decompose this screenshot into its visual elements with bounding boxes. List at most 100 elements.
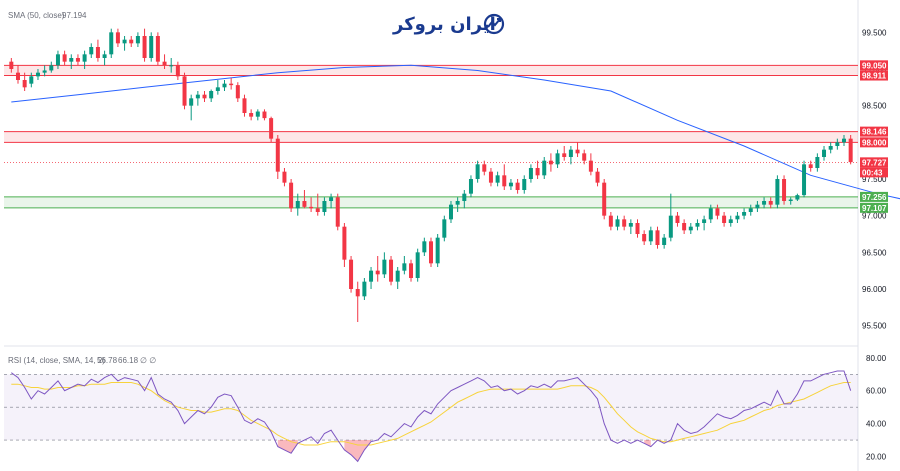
candle-body — [442, 219, 447, 238]
price-tag[interactable]: 99.050 — [860, 60, 888, 70]
candle-body — [175, 65, 180, 77]
candle-body — [15, 72, 20, 80]
candle-body — [282, 171, 287, 183]
rsi-label[interactable]: RSI (14, close, SMA, 14, 2) — [8, 356, 105, 365]
candle-body — [562, 153, 567, 157]
candle-body — [375, 270, 380, 275]
candle-body — [628, 223, 633, 227]
candle-body — [582, 153, 587, 161]
candle-body — [555, 153, 560, 165]
candle-body — [815, 157, 820, 168]
candle-body — [382, 259, 387, 275]
candle-body — [568, 149, 573, 157]
candle-body — [588, 160, 593, 172]
candle-body — [35, 72, 40, 77]
price-tick-label: 96.500 — [862, 248, 887, 257]
candle-body — [608, 215, 613, 227]
candle-body — [848, 138, 853, 163]
candle-body — [149, 36, 154, 58]
candle-body — [135, 36, 140, 44]
candle-body — [195, 94, 200, 99]
candle-body — [735, 215, 740, 220]
candle-body — [595, 171, 600, 183]
sma-layer — [11, 64, 900, 200]
price-tag[interactable]: 98.000 — [860, 137, 888, 148]
grid-layer — [4, 0, 859, 471]
candle-body — [415, 252, 420, 278]
candle-body — [542, 160, 547, 176]
candle-body — [642, 234, 647, 242]
candle-body — [662, 237, 667, 245]
zone-band — [4, 131, 858, 143]
candle-body — [395, 270, 400, 282]
candle-body — [249, 113, 254, 117]
candle-body — [635, 223, 640, 234]
candle-body — [455, 201, 460, 205]
candle-body — [668, 215, 673, 238]
candle-body — [429, 241, 433, 264]
candle-body — [422, 241, 427, 253]
candle-body — [695, 223, 700, 227]
candle-body — [502, 175, 507, 187]
candle-body — [102, 54, 107, 58]
sma-line — [11, 64, 900, 200]
logo-text: ایران بروکر — [392, 14, 496, 35]
candle-body — [342, 226, 347, 260]
candle-body — [142, 36, 147, 58]
main-indicator-label[interactable]: SMA (50, close) — [8, 11, 65, 20]
rsi-sma-line — [11, 382, 851, 446]
candle-body — [82, 54, 87, 62]
price-tag-bg — [860, 202, 888, 213]
price-tag[interactable]: 97.107 — [860, 202, 888, 213]
candle-body — [189, 98, 194, 106]
price-tag[interactable]: 98.146 — [860, 126, 888, 137]
candle-body — [69, 58, 74, 62]
candle-body — [808, 164, 813, 168]
price-tag[interactable]: 97.256 — [860, 191, 888, 202]
candle-body — [828, 146, 833, 150]
candle-body — [215, 87, 220, 91]
candle-body — [708, 208, 713, 220]
price-tag[interactable]: 00:43 — [860, 167, 888, 178]
candles-layer — [9, 28, 853, 322]
logo: ایران بروکر — [392, 13, 505, 35]
candle-body — [109, 32, 114, 55]
candle-body — [548, 160, 553, 165]
rsi-line — [11, 370, 852, 463]
rsi-tick-label: 60.00 — [866, 387, 887, 396]
candle-body — [515, 182, 520, 190]
candle-body — [728, 219, 733, 223]
price-tick-label: 97.000 — [862, 212, 887, 221]
candle-body — [742, 212, 747, 216]
candle-body — [75, 58, 80, 62]
candle-body — [29, 76, 34, 84]
rsi-value: 56.78 — [97, 356, 118, 365]
candle-body — [702, 219, 707, 223]
price-tag-bg — [860, 126, 888, 137]
candle-body — [115, 32, 120, 44]
candle-body — [9, 61, 14, 69]
candle-body — [402, 263, 407, 271]
price-tag-label: 97.727 — [862, 158, 887, 167]
candle-body — [62, 54, 67, 62]
candle-body — [795, 195, 800, 200]
candle-body — [682, 223, 687, 231]
price-tick-label: 98.500 — [862, 102, 887, 111]
price-tag-bg — [860, 167, 888, 178]
candle-body — [468, 179, 473, 194]
candle-body — [242, 98, 247, 113]
candle-body — [675, 215, 680, 223]
candle-body — [762, 201, 767, 205]
candle-body — [495, 175, 500, 183]
candle-body — [229, 83, 234, 86]
price-tick-label: 97.500 — [862, 175, 887, 184]
candle-body — [722, 215, 727, 223]
price-tag-bg — [860, 191, 888, 202]
candle-body — [775, 179, 780, 205]
candle-body — [369, 270, 374, 282]
price-tag[interactable]: 97.727 — [860, 157, 888, 168]
price-tag[interactable]: 98.911 — [860, 70, 888, 81]
